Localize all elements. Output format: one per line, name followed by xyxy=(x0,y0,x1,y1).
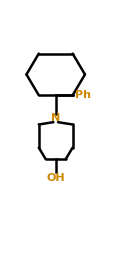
Text: Ph: Ph xyxy=(75,90,91,100)
Text: N: N xyxy=(51,113,60,123)
Text: OH: OH xyxy=(46,173,65,183)
